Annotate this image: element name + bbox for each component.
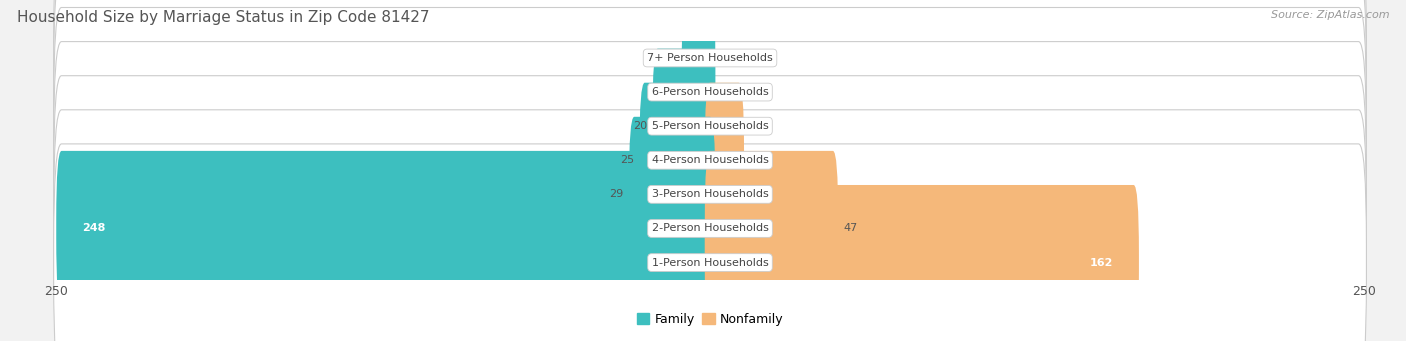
Text: 3-Person Households: 3-Person Households <box>651 189 769 199</box>
FancyBboxPatch shape <box>628 117 716 272</box>
Text: 9: 9 <box>669 87 676 97</box>
Text: 8: 8 <box>672 53 679 63</box>
Text: 2-Person Households: 2-Person Households <box>651 223 769 234</box>
FancyBboxPatch shape <box>53 42 1367 279</box>
Text: Source: ZipAtlas.com: Source: ZipAtlas.com <box>1271 10 1389 20</box>
Text: 29: 29 <box>609 189 624 199</box>
Text: 162: 162 <box>1090 257 1112 268</box>
Text: 11: 11 <box>749 155 763 165</box>
FancyBboxPatch shape <box>53 8 1367 245</box>
FancyBboxPatch shape <box>682 15 716 170</box>
FancyBboxPatch shape <box>704 83 744 238</box>
Text: 1-Person Households: 1-Person Households <box>651 257 769 268</box>
FancyBboxPatch shape <box>53 76 1367 313</box>
Text: 248: 248 <box>83 223 105 234</box>
FancyBboxPatch shape <box>683 0 716 136</box>
FancyBboxPatch shape <box>704 151 838 306</box>
FancyBboxPatch shape <box>640 83 716 238</box>
Text: 7+ Person Households: 7+ Person Households <box>647 53 773 63</box>
Text: Household Size by Marriage Status in Zip Code 81427: Household Size by Marriage Status in Zip… <box>17 10 429 25</box>
Text: 5-Person Households: 5-Person Households <box>651 121 769 131</box>
FancyBboxPatch shape <box>53 0 1367 211</box>
FancyBboxPatch shape <box>53 144 1367 341</box>
Text: 20: 20 <box>633 121 647 131</box>
Text: 25: 25 <box>620 155 634 165</box>
Text: 47: 47 <box>844 223 858 234</box>
FancyBboxPatch shape <box>652 49 716 204</box>
FancyBboxPatch shape <box>56 151 716 306</box>
FancyBboxPatch shape <box>53 110 1367 341</box>
Text: 6-Person Households: 6-Person Households <box>651 87 769 97</box>
Legend: Family, Nonfamily: Family, Nonfamily <box>637 313 783 326</box>
FancyBboxPatch shape <box>53 0 1367 177</box>
FancyBboxPatch shape <box>704 185 1139 340</box>
Text: 4-Person Households: 4-Person Households <box>651 155 769 165</box>
